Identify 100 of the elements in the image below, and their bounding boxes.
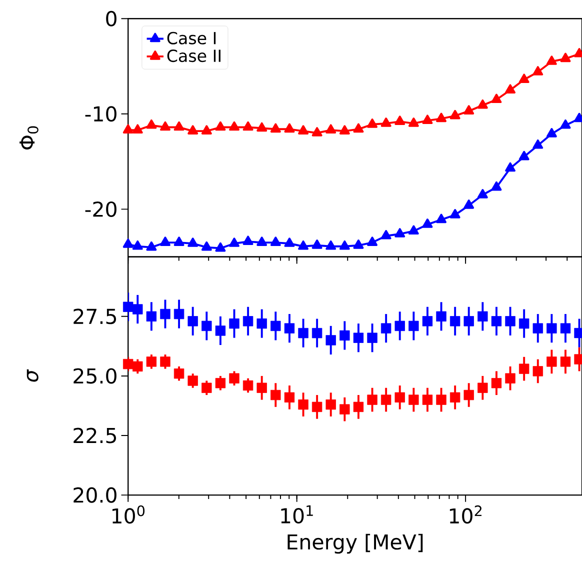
y-tick-label: 22.5 bbox=[74, 428, 116, 444]
point bbox=[518, 151, 530, 160]
point bbox=[188, 125, 198, 135]
point bbox=[546, 128, 557, 138]
point bbox=[132, 240, 143, 250]
point bbox=[353, 332, 364, 344]
point bbox=[160, 122, 170, 131]
y-tick-label: 20.0 bbox=[74, 488, 116, 504]
point bbox=[478, 312, 488, 322]
y-tick-label: 27.5 bbox=[74, 308, 116, 324]
point bbox=[367, 236, 378, 246]
point bbox=[408, 225, 419, 235]
x-tick-label: 10$^{0}$ bbox=[112, 506, 145, 524]
point bbox=[367, 394, 378, 406]
point bbox=[146, 242, 157, 251]
point bbox=[202, 382, 212, 394]
point bbox=[146, 120, 157, 129]
point bbox=[312, 127, 322, 137]
point bbox=[284, 238, 295, 248]
point bbox=[560, 323, 571, 334]
point bbox=[215, 242, 226, 252]
point bbox=[394, 116, 406, 126]
point bbox=[560, 52, 571, 62]
point bbox=[339, 240, 350, 250]
point bbox=[160, 236, 170, 246]
point bbox=[242, 236, 254, 246]
point bbox=[546, 323, 557, 334]
point bbox=[284, 392, 295, 403]
point bbox=[284, 323, 295, 334]
point bbox=[436, 214, 446, 224]
point bbox=[367, 118, 378, 128]
point bbox=[202, 321, 212, 332]
legend-label: Case II bbox=[167, 50, 220, 62]
point bbox=[464, 316, 474, 326]
point bbox=[505, 373, 516, 384]
point bbox=[380, 118, 392, 128]
point bbox=[270, 236, 281, 246]
point bbox=[394, 228, 406, 238]
point bbox=[436, 312, 446, 322]
point bbox=[394, 392, 405, 403]
point bbox=[532, 140, 544, 150]
point bbox=[422, 394, 433, 406]
point bbox=[270, 321, 281, 332]
point bbox=[546, 356, 557, 367]
y-tick-label: 25.0 bbox=[74, 368, 116, 384]
point bbox=[380, 230, 392, 240]
point bbox=[312, 240, 322, 250]
point bbox=[505, 316, 516, 326]
point bbox=[422, 114, 433, 124]
point bbox=[394, 321, 405, 332]
point bbox=[188, 376, 198, 386]
point bbox=[478, 382, 488, 394]
point bbox=[560, 356, 571, 367]
point bbox=[422, 316, 433, 326]
point bbox=[146, 356, 157, 367]
point bbox=[256, 318, 267, 329]
point bbox=[270, 124, 281, 133]
point bbox=[367, 332, 378, 344]
y-tick-label: 0 bbox=[106, 11, 116, 27]
point bbox=[339, 125, 350, 135]
point bbox=[532, 323, 543, 334]
point bbox=[491, 182, 502, 191]
point bbox=[532, 366, 543, 377]
point bbox=[215, 378, 226, 388]
point bbox=[477, 100, 488, 109]
y-tick-label: -20 bbox=[85, 202, 116, 218]
point bbox=[464, 105, 474, 115]
point bbox=[229, 373, 240, 384]
point bbox=[464, 200, 474, 210]
point bbox=[298, 328, 308, 338]
point bbox=[188, 238, 198, 248]
point bbox=[229, 318, 240, 329]
point bbox=[242, 380, 254, 391]
point bbox=[380, 323, 392, 334]
point bbox=[229, 238, 240, 248]
y-axis-title: Φ$_{0}$ bbox=[20, 126, 38, 150]
point bbox=[174, 122, 184, 131]
point bbox=[270, 390, 281, 400]
point bbox=[312, 328, 322, 338]
point bbox=[353, 402, 364, 412]
x-tick-label: 10$^{2}$ bbox=[450, 506, 482, 524]
point bbox=[353, 240, 364, 250]
point bbox=[464, 390, 474, 400]
point bbox=[146, 312, 157, 322]
point bbox=[229, 122, 240, 131]
point bbox=[326, 124, 336, 134]
legend-label: Case I bbox=[167, 32, 216, 45]
point bbox=[450, 110, 460, 120]
point bbox=[560, 120, 571, 129]
point bbox=[256, 122, 268, 132]
point bbox=[215, 122, 226, 131]
point bbox=[340, 330, 350, 341]
point bbox=[298, 240, 308, 250]
point bbox=[450, 209, 460, 219]
point bbox=[298, 400, 308, 410]
point bbox=[326, 335, 336, 346]
point bbox=[436, 394, 446, 406]
point bbox=[450, 316, 460, 326]
point bbox=[201, 242, 212, 251]
point bbox=[312, 402, 322, 412]
